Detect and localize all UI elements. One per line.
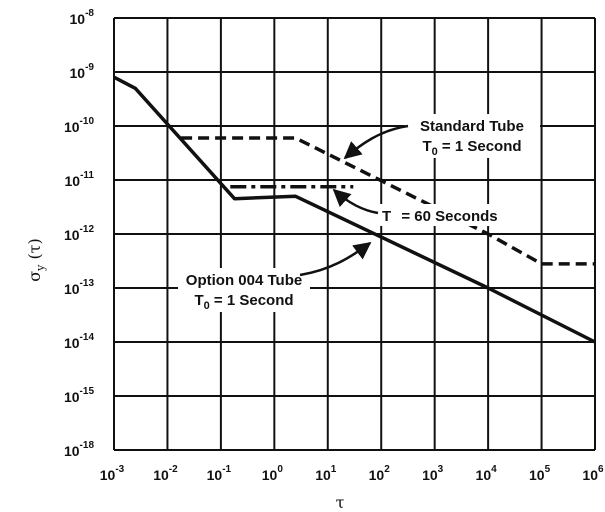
annotation-option-line2: T0 = 1 Second [194, 292, 293, 312]
annotation-standard-bg [405, 114, 540, 158]
annotation-option-line1: Option 004 Tube [186, 272, 302, 289]
x-tick-base: 10 [582, 467, 598, 483]
x-tick-exp: -3 [115, 464, 124, 475]
y-tick-base: 10 [64, 389, 80, 405]
annotation-t60: T = 60 Seconds [332, 188, 537, 226]
x-tick-label: 100 [262, 464, 284, 483]
y-tick-base: 10 [70, 65, 86, 81]
y-axis-label-rest: (τ) [25, 238, 44, 264]
annotation-standard-arrow [343, 124, 409, 160]
annotation-option-004: Option 004 Tube T0 = 1 Second [178, 241, 372, 312]
y-tick-label: 10-8 [70, 8, 95, 27]
x-tick-exp: 6 [598, 464, 604, 475]
annotation-option-arrow [299, 241, 372, 277]
x-tick-exp: 0 [277, 464, 283, 475]
x-tick-base: 10 [369, 467, 385, 483]
x-tick-base: 10 [422, 467, 438, 483]
annotation-standard-line1: Standard Tube [420, 118, 524, 135]
x-tick-exp: 2 [384, 464, 390, 475]
y-tick-base: 10 [64, 227, 80, 243]
annotation-standard-tube: Standard Tube T0 = 1 Second [343, 114, 540, 160]
x-tick-base: 10 [529, 467, 545, 483]
y-tick-label: 10-15 [64, 386, 94, 405]
x-tick-exp: 1 [331, 464, 337, 475]
annotation-t60-arrow [332, 188, 379, 215]
x-tick-label: 102 [369, 464, 391, 483]
y-tick-label: 10-12 [64, 224, 94, 243]
y-tick-base: 10 [70, 11, 86, 27]
annotation-option-rest: = 1 Second [210, 292, 294, 309]
y-tick-label: 10-13 [64, 278, 94, 297]
x-tick-label: 105 [529, 464, 551, 483]
data-series [113, 75, 596, 344]
x-tick-exp: -1 [222, 464, 231, 475]
x-tick-base: 10 [153, 467, 169, 483]
x-tick-label: 106 [582, 464, 604, 483]
annotation-t60-bg [375, 204, 537, 226]
y-axis-label-sub: y [34, 264, 47, 272]
y-tick-exp: -13 [80, 278, 95, 289]
y-tick-base: 10 [64, 335, 80, 351]
y-tick-exp: -12 [80, 224, 95, 235]
y-tick-exp: -9 [85, 62, 94, 73]
annotation-standard-line2: T0 = 1 Second [422, 138, 521, 158]
series-line-dashed [181, 136, 595, 266]
y-tick-label: 10-10 [64, 116, 94, 135]
x-tick-base: 10 [207, 467, 223, 483]
annotation-t60-text: T = 60 Seconds [382, 208, 498, 225]
series-line-solid [113, 75, 596, 344]
annotation-option-sub: 0 [204, 300, 210, 312]
x-tick-label: 10-1 [207, 464, 232, 483]
y-tick-labels: 10-810-910-1010-1110-1210-1310-1410-1510… [64, 8, 94, 459]
x-tick-base: 10 [315, 467, 331, 483]
annotation-option-bg [178, 268, 310, 312]
y-tick-base: 10 [64, 443, 80, 459]
x-tick-label: 10-2 [153, 464, 178, 483]
y-tick-label: 10-9 [70, 62, 95, 81]
x-tick-label: 103 [422, 464, 444, 483]
x-tick-base: 10 [476, 467, 492, 483]
y-tick-label: 10-14 [64, 332, 94, 351]
y-tick-exp: -8 [85, 8, 94, 19]
y-tick-base: 10 [64, 281, 80, 297]
annotation-standard-sub: 0 [432, 146, 438, 158]
x-tick-exp: -2 [169, 464, 178, 475]
y-tick-label: 10-11 [65, 170, 95, 189]
y-tick-exp: -15 [80, 386, 95, 397]
y-tick-exp: -18 [80, 440, 95, 451]
x-tick-label: 104 [476, 464, 498, 483]
annotation-standard-t: T [422, 138, 431, 155]
y-tick-label: 10-18 [64, 440, 94, 459]
x-tick-exp: 3 [438, 464, 444, 475]
x-tick-base: 10 [262, 467, 278, 483]
x-tick-exp: 4 [491, 464, 497, 475]
x-tick-base: 10 [100, 467, 116, 483]
y-tick-base: 10 [64, 119, 80, 135]
y-axis-label-sigma: σ [25, 271, 44, 282]
x-tick-label: 10-3 [100, 464, 125, 483]
y-tick-base: 10 [65, 173, 81, 189]
y-tick-exp: -11 [80, 170, 94, 181]
x-tick-label: 101 [315, 464, 337, 483]
grid [113, 17, 596, 451]
annotation-t60-t: T [382, 208, 391, 225]
annotation-t60-rest: = 60 Seconds [397, 208, 497, 225]
x-tick-exp: 5 [545, 464, 551, 475]
annotation-standard-rest: = 1 Second [438, 138, 522, 155]
x-tick-labels: 10-3 10-2 10-1 100 101 102 103 104 105 106 [100, 464, 604, 483]
annotation-option-t: T [194, 292, 203, 309]
y-tick-exp: -10 [80, 116, 95, 127]
y-tick-exp: -14 [80, 332, 95, 343]
y-axis-label: σy (τ) [25, 238, 47, 282]
x-axis-label: τ [336, 493, 345, 512]
